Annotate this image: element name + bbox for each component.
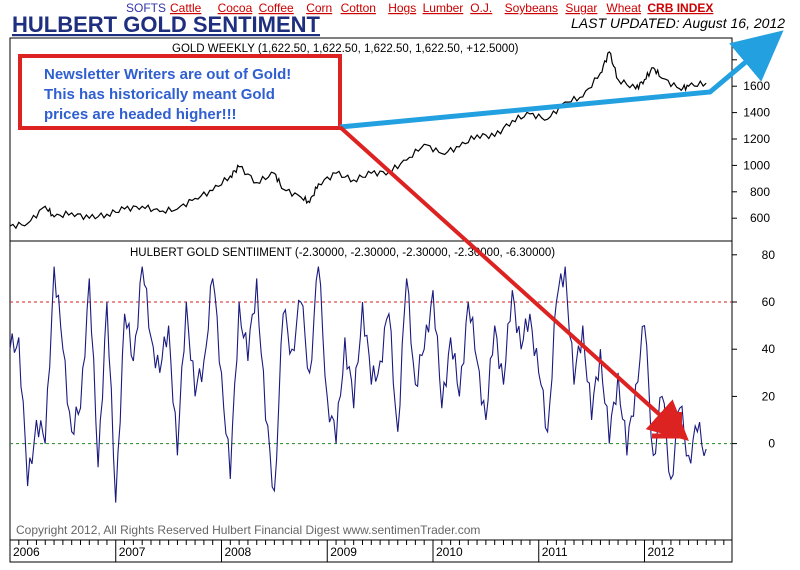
- nav-link-cotton[interactable]: Cotton: [341, 1, 376, 15]
- nav-link-cocoa[interactable]: Cocoa: [218, 1, 253, 15]
- last-updated: LAST UPDATED: August 16, 2012: [571, 15, 785, 31]
- x-label-2012: 2012: [648, 545, 675, 559]
- nav-link-cattle[interactable]: Cattle: [170, 1, 202, 15]
- price-tick-1400: 1400: [743, 106, 770, 120]
- sentiment-panel: [9, 240, 733, 541]
- x-label-2007: 2007: [119, 545, 146, 559]
- price-tick-800: 800: [750, 185, 770, 199]
- x-label-2006: 2006: [13, 545, 40, 559]
- nav-link-wheat[interactable]: Wheat: [606, 1, 641, 15]
- nav-link-lumber[interactable]: Lumber: [423, 1, 464, 15]
- nav-link-corn[interactable]: Corn: [306, 1, 332, 15]
- nav-link-hogs[interactable]: Hogs: [388, 1, 416, 15]
- callout-box: [18, 54, 342, 130]
- price-tick-600: 600: [750, 211, 770, 225]
- sentiment-tick-40: 40: [762, 342, 776, 356]
- price-tick-1600: 1600: [743, 79, 770, 93]
- gold-price-series: [9, 51, 707, 230]
- sentiment-panel-title: HULBERT GOLD SENTIIMENT (-2.30000, -2.30…: [130, 247, 555, 259]
- sentiment-tick-60: 60: [762, 295, 776, 309]
- x-label-2011: 2011: [542, 545, 568, 559]
- nav-prefix: SOFTS: [126, 1, 166, 15]
- price-tick-1000: 1000: [743, 158, 770, 172]
- price-tick-1200: 1200: [743, 132, 770, 146]
- red-arrow: [338, 125, 689, 442]
- x-label-2010: 2010: [436, 545, 463, 559]
- nav-link-o-j-[interactable]: O.J.: [470, 1, 492, 15]
- blue-arrow: [339, 30, 784, 130]
- x-axis: 2006 2007 2008 2009 2010 2011 2012: [9, 540, 725, 562]
- sentiment-tick-20: 20: [762, 389, 776, 403]
- copyright: Copyright 2012, All Rights Reserved Hulb…: [16, 523, 480, 537]
- sentiment-tick-0: 0: [768, 437, 775, 451]
- nav-link-crb-index[interactable]: CRB INDEX: [647, 1, 713, 15]
- price-panel-title: GOLD WEEKLY (1,622.50, 1,622.50, 1,622.5…: [172, 43, 519, 55]
- commodity-nav: SOFTS Cattle Cocoa Coffee Corn Cotton Hogs Lumb…: [126, 1, 713, 15]
- callout-line-1: Newsletter Writers are out of Gold!: [44, 66, 291, 83]
- sentiment-y-axis: 0 20 40 60 80: [732, 248, 775, 451]
- sentiment-tick-80: 80: [762, 248, 776, 262]
- nav-link-coffee[interactable]: Coffee: [259, 1, 294, 15]
- x-label-2009: 2009: [330, 545, 357, 559]
- sentiment-series: [9, 266, 707, 503]
- reference-lines: [10, 301, 732, 445]
- page-title: HULBERT GOLD SENTIMENT: [12, 12, 321, 37]
- nav-link-soybeans[interactable]: Soybeans: [505, 1, 558, 15]
- x-label-2008: 2008: [225, 545, 252, 559]
- nav-link-sugar[interactable]: Sugar: [565, 1, 597, 15]
- callout-line-2: This has historically meant Gold: [44, 86, 275, 103]
- callout-line-3: prices are headed higher!!!: [44, 106, 237, 123]
